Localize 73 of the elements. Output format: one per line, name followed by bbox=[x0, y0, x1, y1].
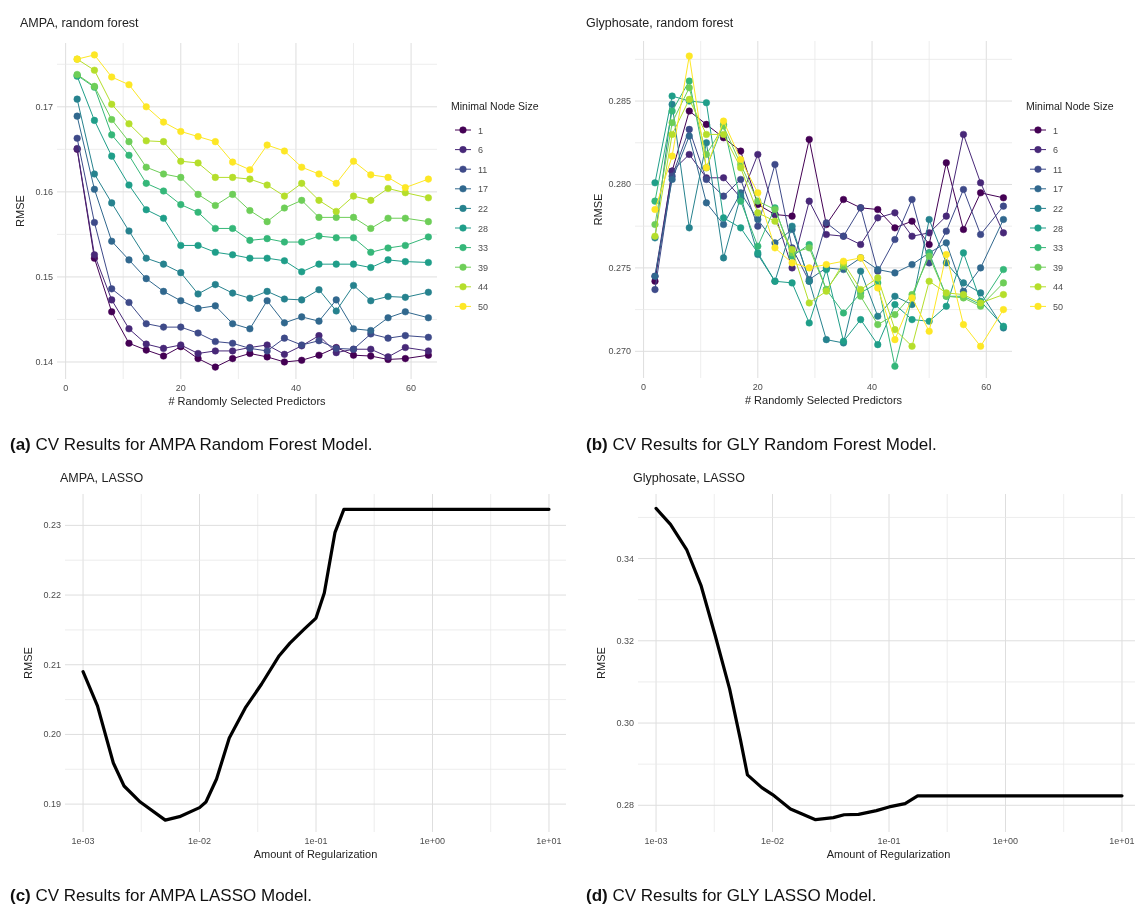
legend-label: 11 bbox=[1053, 164, 1063, 175]
x-tick-label: 0 bbox=[641, 382, 647, 392]
chart-title: AMPA, random forest bbox=[20, 16, 140, 30]
legend-label: 44 bbox=[478, 282, 489, 293]
x-tick-label: 40 bbox=[867, 382, 878, 392]
legend-label: 39 bbox=[1053, 262, 1064, 273]
y-tick-label: 0.15 bbox=[35, 271, 53, 282]
legend-label: 6 bbox=[1053, 145, 1059, 156]
x-tick-label: 1e+01 bbox=[536, 836, 562, 846]
y-tick-label: 0.22 bbox=[43, 590, 61, 601]
legend-label: 6 bbox=[478, 145, 484, 156]
legend-label: 1 bbox=[1053, 125, 1059, 136]
x-tick-label: 60 bbox=[406, 383, 417, 393]
y-tick-label: 0.280 bbox=[608, 179, 631, 190]
x-axis-title: # Randomly Selected Predictors bbox=[168, 395, 327, 407]
legend-title: Minimal Node Size bbox=[451, 100, 539, 112]
legend-label: 33 bbox=[478, 243, 489, 254]
text: (a) CV Results for AMPA Random Forest Model. bbox=[10, 435, 373, 454]
x-tick-label: 20 bbox=[175, 383, 186, 393]
x-tick-label: 1e-02 bbox=[188, 836, 212, 846]
y-tick-label: 0.275 bbox=[608, 262, 631, 273]
y-tick-label: 0.34 bbox=[616, 553, 634, 564]
y-axis-title: RMSE bbox=[14, 195, 26, 227]
legend-label: 22 bbox=[1053, 203, 1064, 214]
legend-label: 44 bbox=[1053, 282, 1064, 293]
chart-title: Glyphosate, LASSO bbox=[633, 471, 746, 485]
legend-label: 17 bbox=[1053, 184, 1064, 195]
x-tick-label: 20 bbox=[752, 382, 763, 392]
y-axis-title: RMSE bbox=[22, 647, 34, 679]
x-axis-title: Amount of Regularization bbox=[826, 848, 951, 860]
y-axis-title: RMSE bbox=[592, 193, 604, 226]
y-tick-label: 0.14 bbox=[35, 356, 53, 367]
y-tick-label: 0.19 bbox=[43, 799, 61, 810]
text: (d) CV Results for GLY LASSO Model. bbox=[586, 886, 877, 905]
x-tick-label: 1e+00 bbox=[992, 836, 1019, 846]
y-tick-label: 0.21 bbox=[43, 659, 61, 670]
x-tick-label: 0 bbox=[63, 383, 69, 393]
x-tick-label: 1e-01 bbox=[304, 836, 328, 846]
legend-label: 28 bbox=[1053, 223, 1064, 234]
x-tick-label: 1e-02 bbox=[761, 836, 785, 846]
legend-title: Minimal Node Size bbox=[1026, 100, 1114, 112]
x-axis-title: Amount of Regularization bbox=[253, 848, 378, 860]
x-tick-label: 1e+01 bbox=[1109, 836, 1135, 846]
legend-label: 1 bbox=[478, 125, 484, 136]
chart-title: AMPA, LASSO bbox=[60, 471, 144, 485]
y-tick-label: 0.16 bbox=[35, 186, 53, 197]
x-tick-label: 60 bbox=[981, 382, 992, 392]
y-tick-label: 0.23 bbox=[43, 520, 61, 531]
x-tick-label: 1e-03 bbox=[644, 836, 668, 846]
legend-label: 17 bbox=[478, 184, 489, 195]
legend-label: 28 bbox=[478, 223, 489, 234]
x-tick-label: 40 bbox=[290, 383, 301, 393]
x-tick-label: 1e+00 bbox=[419, 836, 446, 846]
y-tick-label: 0.20 bbox=[43, 729, 61, 740]
y-tick-label: 0.30 bbox=[616, 718, 634, 729]
legend-label: 39 bbox=[478, 262, 489, 273]
y-tick-label: 0.270 bbox=[608, 346, 631, 357]
x-tick-label: 1e-03 bbox=[71, 836, 95, 846]
text: (b) CV Results for GLY Random Forest Model. bbox=[586, 435, 937, 454]
legend-label: 33 bbox=[1053, 243, 1064, 254]
y-tick-label: 0.32 bbox=[616, 635, 634, 646]
chart-title: Glyphosate, random forest bbox=[586, 16, 734, 30]
legend-label: 22 bbox=[478, 203, 489, 214]
y-tick-label: 0.285 bbox=[608, 96, 631, 107]
legend-label: 50 bbox=[478, 301, 489, 312]
y-tick-label: 0.28 bbox=[616, 800, 634, 811]
y-tick-label: 0.17 bbox=[35, 101, 53, 112]
x-axis-title: # Randomly Selected Predictors bbox=[744, 394, 903, 406]
y-axis-title: RMSE bbox=[595, 647, 607, 679]
legend-label: 11 bbox=[478, 164, 488, 175]
x-tick-label: 1e-01 bbox=[877, 836, 901, 846]
text: (c) CV Results for AMPA LASSO Model. bbox=[10, 886, 313, 905]
legend-label: 50 bbox=[1053, 301, 1064, 312]
